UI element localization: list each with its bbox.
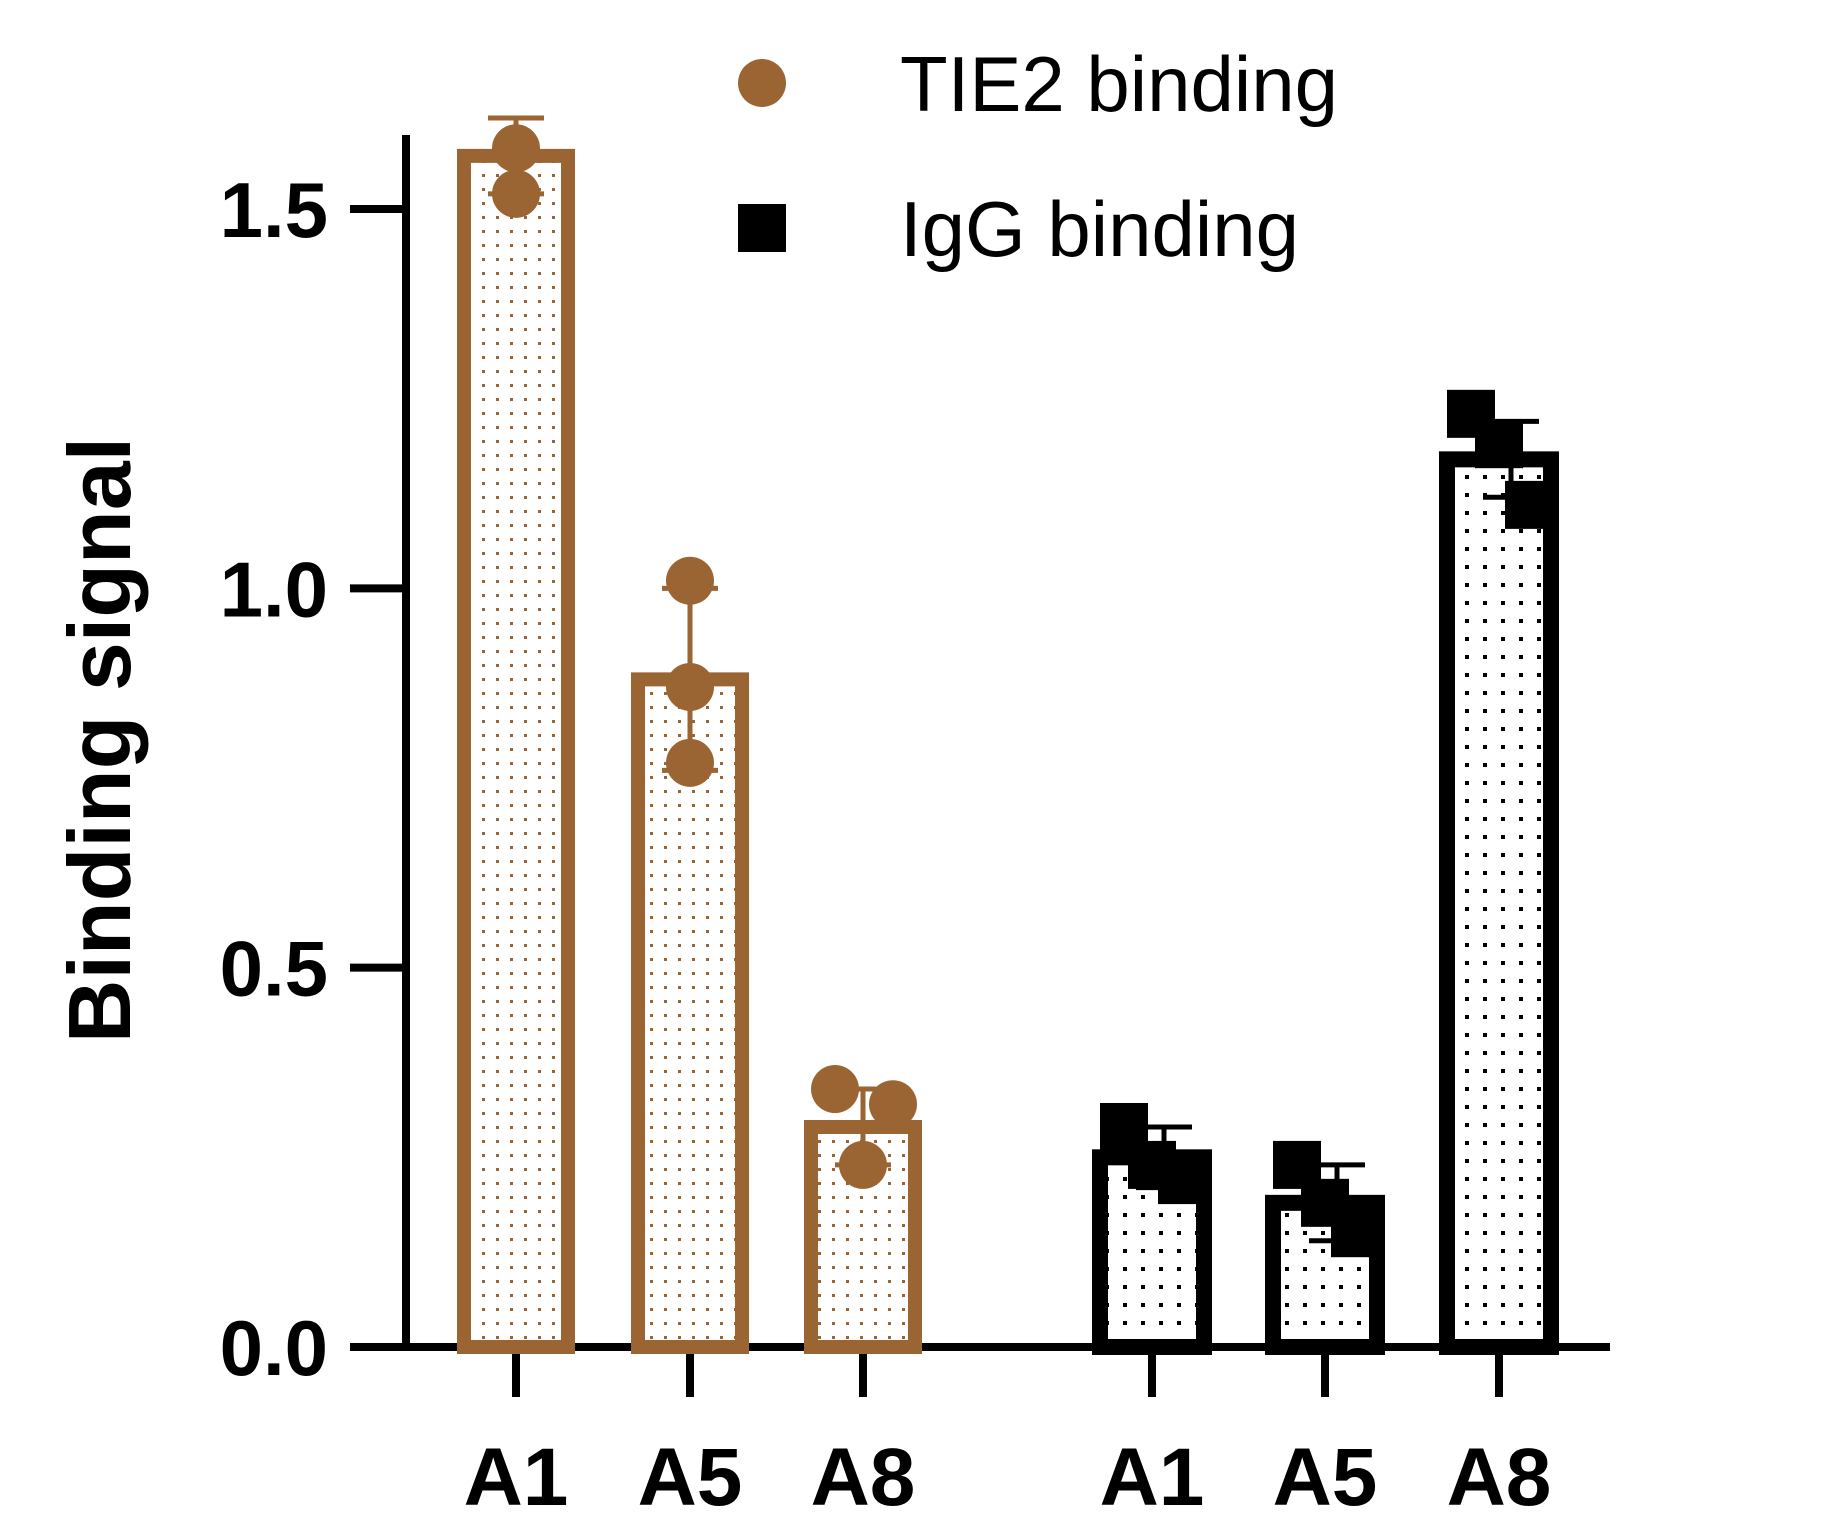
x-tick-label: A1 <box>1100 1432 1205 1517</box>
legend-label: IgG binding <box>900 185 1299 273</box>
x-tick-label: A1 <box>464 1432 569 1517</box>
data-point <box>869 1080 917 1129</box>
x-tick-label: A8 <box>1447 1432 1552 1517</box>
y-tick-label: 1.5 <box>220 166 328 254</box>
legend-marker-circle <box>738 59 786 107</box>
legend-marker-square <box>738 204 786 252</box>
data-point <box>492 124 540 173</box>
bar-square-a5 <box>1265 1194 1385 1356</box>
x-tick-label: A5 <box>638 1432 743 1517</box>
y-tick-label: 0.5 <box>220 925 328 1013</box>
bar-circle-a5 <box>631 672 749 1354</box>
legend-label: TIE2 binding <box>900 40 1338 128</box>
y-tick-label: 0.0 <box>220 1304 328 1392</box>
y-tick-label: 1.0 <box>220 545 328 633</box>
y-axis-label: Binding signal <box>50 437 149 1043</box>
data-point <box>839 1140 887 1189</box>
data-point <box>492 169 540 218</box>
data-point <box>811 1065 859 1114</box>
data-point <box>666 662 714 711</box>
bar-square-a8 <box>1439 451 1559 1355</box>
data-point <box>666 738 714 787</box>
data-point <box>1505 480 1553 529</box>
x-tick-label: A8 <box>811 1432 916 1517</box>
data-point <box>1475 420 1523 469</box>
bar-circle-a1 <box>457 148 575 1355</box>
data-point <box>1301 1178 1349 1227</box>
data-point <box>1128 1140 1176 1189</box>
x-tick-label: A5 <box>1273 1432 1378 1517</box>
data-point <box>666 556 714 605</box>
